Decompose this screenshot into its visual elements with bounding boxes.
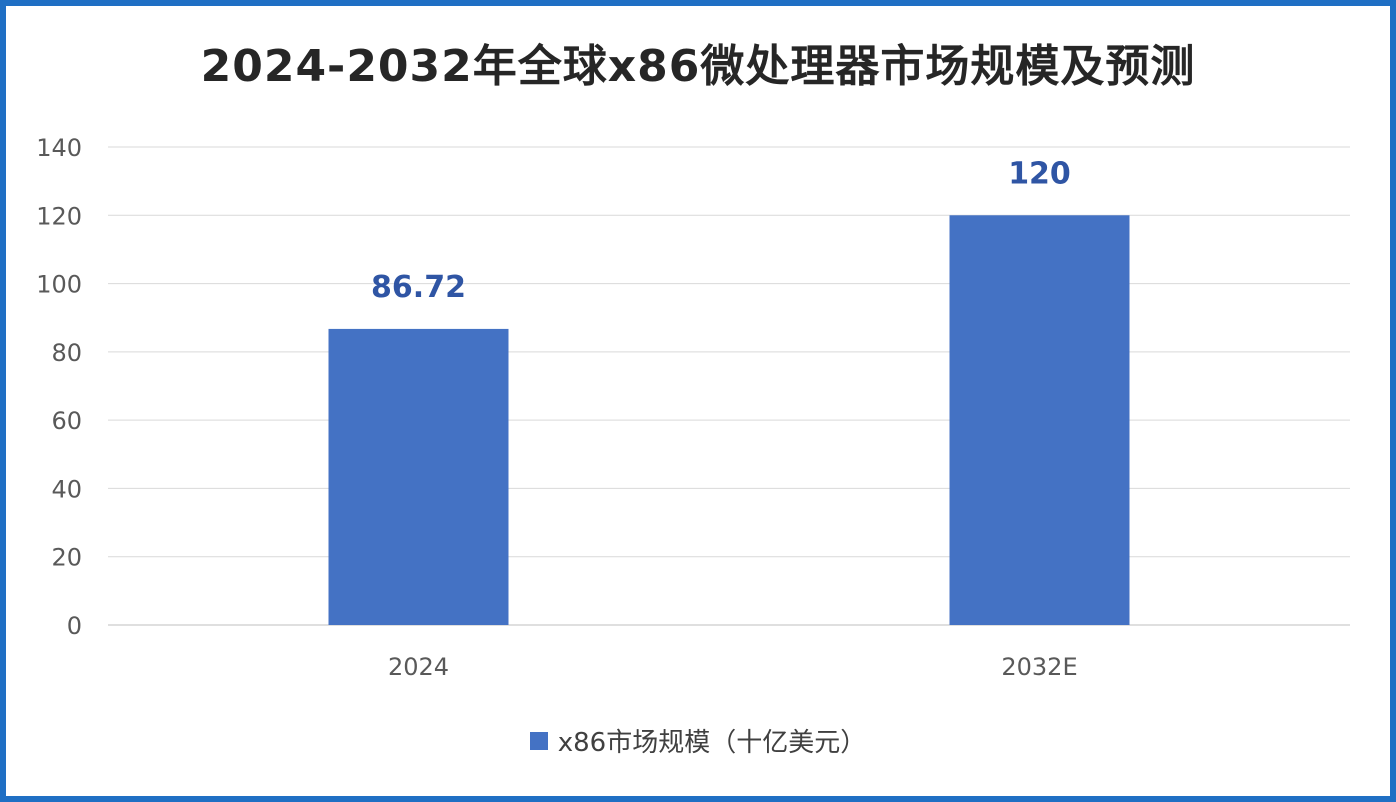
x-tick-label: 2032E xyxy=(1001,653,1077,681)
y-tick-label: 100 xyxy=(36,271,82,299)
legend-label: x86市场规模（十亿美元） xyxy=(557,728,867,758)
chart-title: 2024-2032年全球x86微处理器市场规模及预测 xyxy=(200,41,1196,92)
y-tick-label: 140 xyxy=(36,134,82,162)
y-tick-label: 60 xyxy=(51,407,82,435)
y-tick-label: 0 xyxy=(67,612,82,640)
legend-swatch xyxy=(529,731,548,750)
y-tick-label: 40 xyxy=(51,475,82,503)
legend: x86市场规模（十亿美元） xyxy=(0,722,1396,759)
y-tick-label: 20 xyxy=(51,544,82,572)
x-tick-label: 2024 xyxy=(388,653,449,681)
bar xyxy=(328,328,509,625)
data-label: 120 xyxy=(1008,156,1071,191)
bar xyxy=(949,215,1130,626)
y-tick-label: 120 xyxy=(36,202,82,230)
y-tick-label: 80 xyxy=(51,339,82,367)
data-label: 86.72 xyxy=(371,270,466,305)
